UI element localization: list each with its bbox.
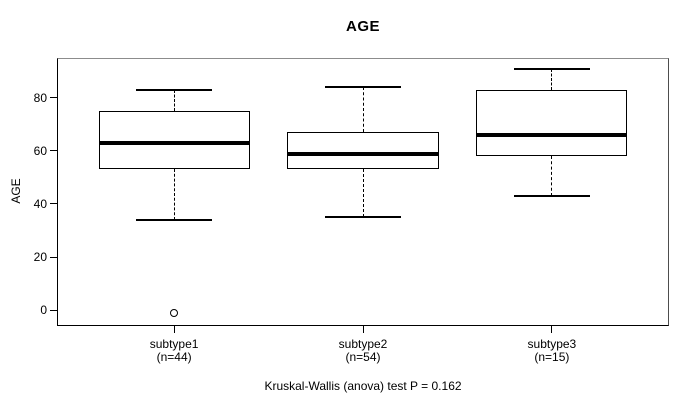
- x-axis-group-label: subtype2 (n=54): [283, 338, 443, 364]
- y-tick-mark: [50, 203, 57, 205]
- group-count-label: (n=44): [156, 350, 192, 364]
- whisker-cap-lower: [136, 218, 212, 221]
- boxplot-box: [98, 111, 250, 170]
- group-name-label: subtype2: [338, 337, 388, 351]
- whisker-lower-line: [362, 169, 364, 218]
- chart-title: AGE: [345, 18, 380, 35]
- whisker-cap-upper: [136, 88, 212, 91]
- whisker-cap-lower: [325, 216, 401, 219]
- median-line: [476, 132, 628, 137]
- whisker-upper-line: [551, 68, 553, 90]
- x-tick-mark: [551, 326, 553, 333]
- whisker-cap-lower: [514, 194, 590, 197]
- median-line: [98, 140, 250, 145]
- y-tick-mark: [50, 97, 57, 99]
- median-line: [287, 151, 439, 156]
- boxplot-box: [476, 89, 628, 157]
- x-tick-mark: [173, 326, 175, 333]
- outlier-point: [170, 308, 179, 317]
- whisker-cap-upper: [514, 67, 590, 70]
- y-tick-label: 80: [33, 90, 47, 105]
- group-count-label: (n=54): [345, 350, 381, 364]
- y-tick-label: 60: [33, 143, 47, 158]
- y-tick-label: 20: [33, 250, 47, 264]
- x-axis-group-label: subtype3 (n=15): [472, 338, 632, 364]
- whisker-upper-line: [173, 89, 175, 112]
- group-name-label: subtype1: [149, 337, 199, 351]
- kruskal-wallis-footnote: Kruskal-Wallis (anova) test P = 0.162: [264, 379, 462, 393]
- y-tick-mark: [50, 309, 57, 311]
- y-tick-mark: [50, 256, 57, 258]
- whisker-cap-upper: [325, 86, 401, 89]
- whisker-lower-line: [551, 156, 553, 196]
- group-name-label: subtype3: [527, 337, 577, 351]
- y-tick-label: 0: [40, 303, 47, 318]
- whisker-upper-line: [362, 87, 364, 133]
- y-tick-mark: [50, 150, 57, 152]
- y-tick-label: 40: [33, 196, 47, 211]
- group-count-label: (n=15): [534, 350, 570, 364]
- boxplot-box: [287, 132, 439, 170]
- whisker-lower-line: [173, 169, 175, 220]
- x-axis-group-label: subtype1 (n=44): [94, 338, 254, 364]
- x-tick-mark: [362, 326, 364, 333]
